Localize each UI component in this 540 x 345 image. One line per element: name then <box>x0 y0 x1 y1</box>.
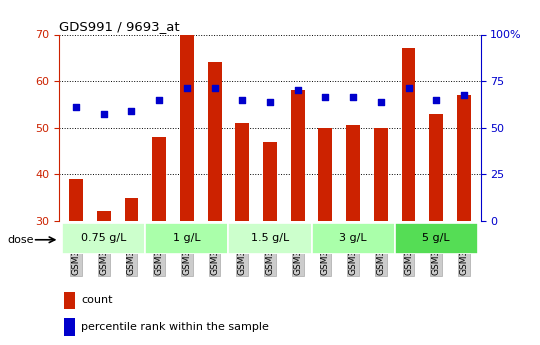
Bar <box>319 128 332 221</box>
Bar <box>235 123 249 221</box>
Text: count: count <box>81 296 112 305</box>
Bar <box>64 292 75 309</box>
Bar <box>97 211 111 221</box>
Text: 1 g/L: 1 g/L <box>173 233 201 243</box>
Bar <box>208 62 221 221</box>
Bar <box>429 114 443 221</box>
Point <box>293 88 302 93</box>
Bar <box>312 223 395 254</box>
Text: 5 g/L: 5 g/L <box>422 233 450 243</box>
Bar <box>152 137 166 221</box>
Text: 1.5 g/L: 1.5 g/L <box>251 233 289 243</box>
Bar <box>69 179 83 221</box>
Point <box>404 85 413 91</box>
Bar <box>64 318 75 336</box>
Bar <box>402 48 415 221</box>
Bar <box>228 223 312 254</box>
Point <box>99 111 108 117</box>
Point <box>376 99 385 105</box>
Point <box>72 104 80 109</box>
Bar <box>263 141 277 221</box>
Point <box>183 85 191 91</box>
Bar <box>125 197 138 221</box>
Text: percentile rank within the sample: percentile rank within the sample <box>81 322 269 332</box>
Point <box>349 95 357 100</box>
Bar <box>346 125 360 221</box>
Text: GDS991 / 9693_at: GDS991 / 9693_at <box>59 20 180 33</box>
Bar <box>62 223 145 254</box>
Bar <box>374 128 388 221</box>
Point <box>432 97 441 102</box>
Bar <box>180 34 194 221</box>
Point <box>155 97 164 102</box>
Bar <box>395 223 478 254</box>
Point <box>460 92 468 98</box>
Bar <box>145 223 228 254</box>
Text: 3 g/L: 3 g/L <box>339 233 367 243</box>
Point <box>266 99 274 105</box>
Text: 0.75 g/L: 0.75 g/L <box>81 233 126 243</box>
Point <box>210 85 219 91</box>
Point <box>238 97 247 102</box>
Point <box>127 109 136 114</box>
Bar <box>457 95 471 221</box>
Bar <box>291 90 305 221</box>
Point <box>321 95 330 100</box>
Text: dose: dose <box>7 235 33 245</box>
